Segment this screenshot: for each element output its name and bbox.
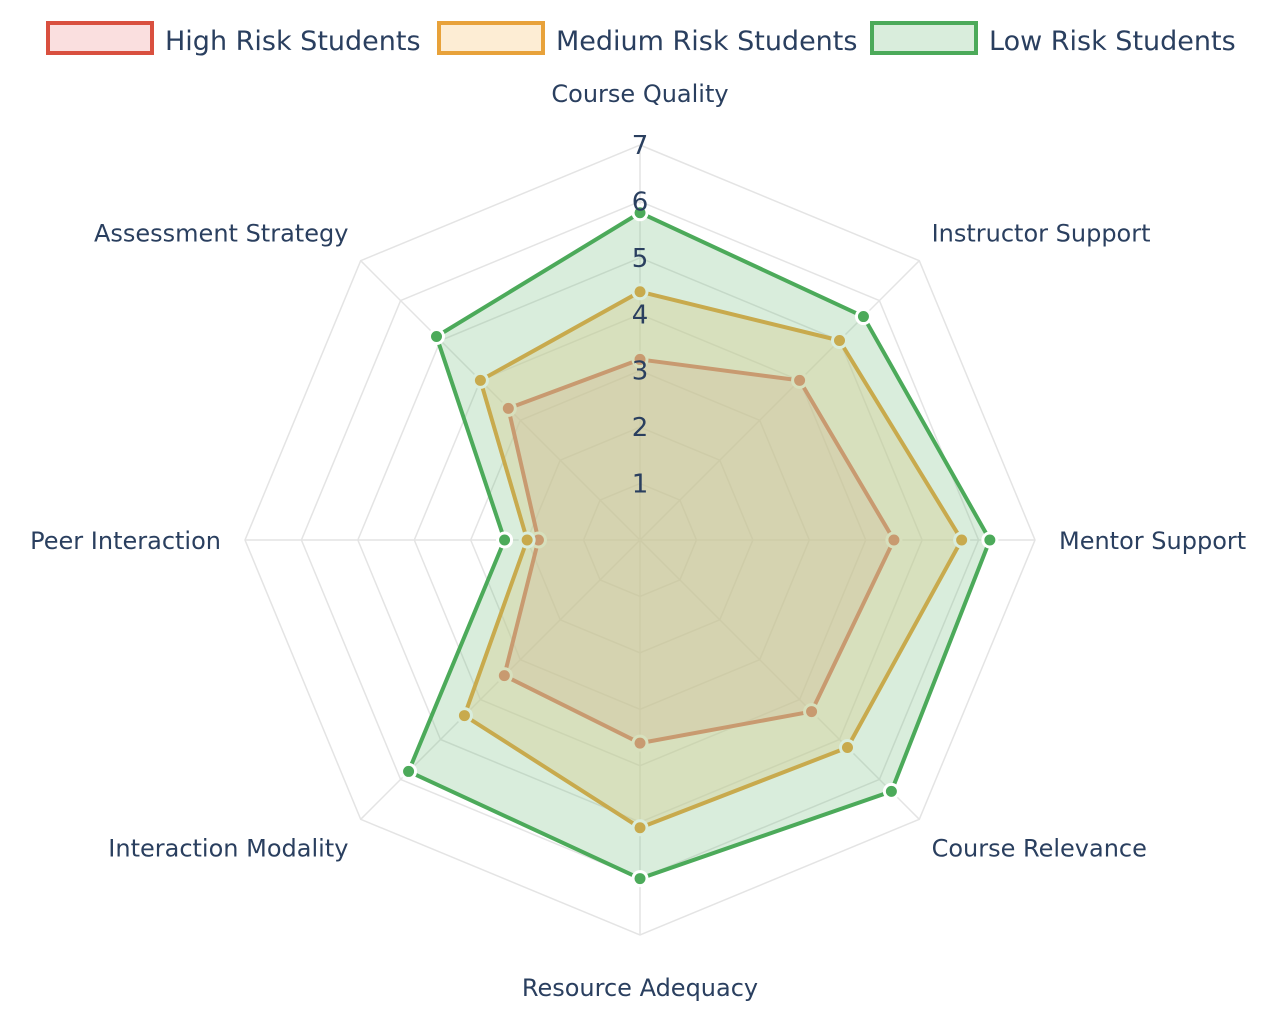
data-point[interactable] — [471, 371, 489, 389]
radial-tick-label: 2 — [632, 413, 649, 443]
series-low-risk-students — [400, 204, 999, 888]
data-point[interactable] — [499, 399, 517, 417]
data-point[interactable] — [455, 707, 473, 725]
radial-tick-label: 5 — [632, 244, 649, 274]
data-point[interactable] — [631, 734, 649, 752]
axis-label-mentor-support: Mentor Support — [1059, 527, 1246, 555]
axis-label-resource-adequacy: Resource Adequacy — [522, 974, 758, 1002]
radar-series — [400, 204, 999, 888]
data-point[interactable] — [882, 782, 900, 800]
data-point[interactable] — [631, 283, 649, 301]
data-point[interactable] — [496, 531, 514, 549]
radial-tick-label: 6 — [632, 187, 649, 217]
series-high-risk-students — [495, 350, 903, 752]
radial-tick-label: 4 — [632, 300, 649, 330]
legend-label: Low Risk Students — [989, 26, 1236, 57]
axis-labels: Course Quality Instructor Support Mentor S… — [30, 80, 1246, 1002]
data-point[interactable] — [495, 667, 513, 685]
data-point[interactable] — [631, 870, 649, 888]
data-point[interactable] — [885, 531, 903, 549]
data-point[interactable] — [803, 703, 821, 721]
radial-tick-label: 3 — [632, 357, 649, 387]
angular-gridline — [639, 260, 920, 541]
radial-tick-label: 1 — [632, 470, 649, 500]
axis-label-peer-interaction: Peer Interaction — [30, 527, 221, 555]
data-point[interactable] — [854, 308, 872, 326]
data-point[interactable] — [631, 350, 649, 368]
axis-label-course-quality: Course Quality — [551, 80, 728, 108]
series-medium-risk-students — [455, 283, 971, 837]
data-point[interactable] — [831, 331, 849, 349]
radial-tick-labels: 1 2 3 4 5 6 7 — [632, 131, 649, 500]
data-point[interactable] — [400, 762, 418, 780]
legend: High Risk Students Medium Risk Students Lo… — [46, 21, 1236, 57]
data-point[interactable] — [791, 371, 809, 389]
data-point[interactable] — [428, 328, 446, 346]
legend-label: High Risk Students — [165, 26, 421, 57]
axis-label-interaction-modality: Interaction Modality — [108, 835, 348, 863]
series-area — [406, 210, 992, 881]
axis-label-course-relevance: Course Relevance — [932, 835, 1147, 863]
data-point[interactable] — [518, 531, 536, 549]
legend-item-medium-risk-students[interactable]: Medium Risk Students — [437, 21, 857, 57]
data-point[interactable] — [631, 819, 649, 837]
data-point[interactable] — [953, 531, 971, 549]
data-point[interactable] — [838, 738, 856, 756]
data-point[interactable] — [631, 204, 649, 222]
radial-tick-label: 7 — [632, 131, 649, 161]
angular-gridline — [639, 539, 920, 820]
axis-label-instructor-support: Instructor Support — [932, 219, 1151, 247]
legend-swatch — [46, 21, 154, 55]
angular-gridline — [360, 260, 641, 541]
legend-item-high-risk-students[interactable]: High Risk Students — [46, 21, 421, 57]
legend-swatch — [870, 21, 978, 55]
legend-label: Medium Risk Students — [556, 26, 857, 57]
legend-item-low-risk-students[interactable]: Low Risk Students — [870, 21, 1236, 57]
legend-swatch — [437, 21, 545, 55]
axis-label-assessment-strategy: Assessment Strategy — [94, 219, 348, 247]
data-point[interactable] — [981, 531, 999, 549]
